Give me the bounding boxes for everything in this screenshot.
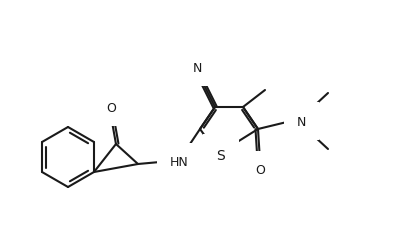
Text: O: O xyxy=(255,164,265,177)
Text: N: N xyxy=(297,115,306,128)
Text: S: S xyxy=(217,148,225,162)
Text: HN: HN xyxy=(170,156,189,169)
Text: O: O xyxy=(106,101,116,114)
Text: N: N xyxy=(192,61,202,74)
